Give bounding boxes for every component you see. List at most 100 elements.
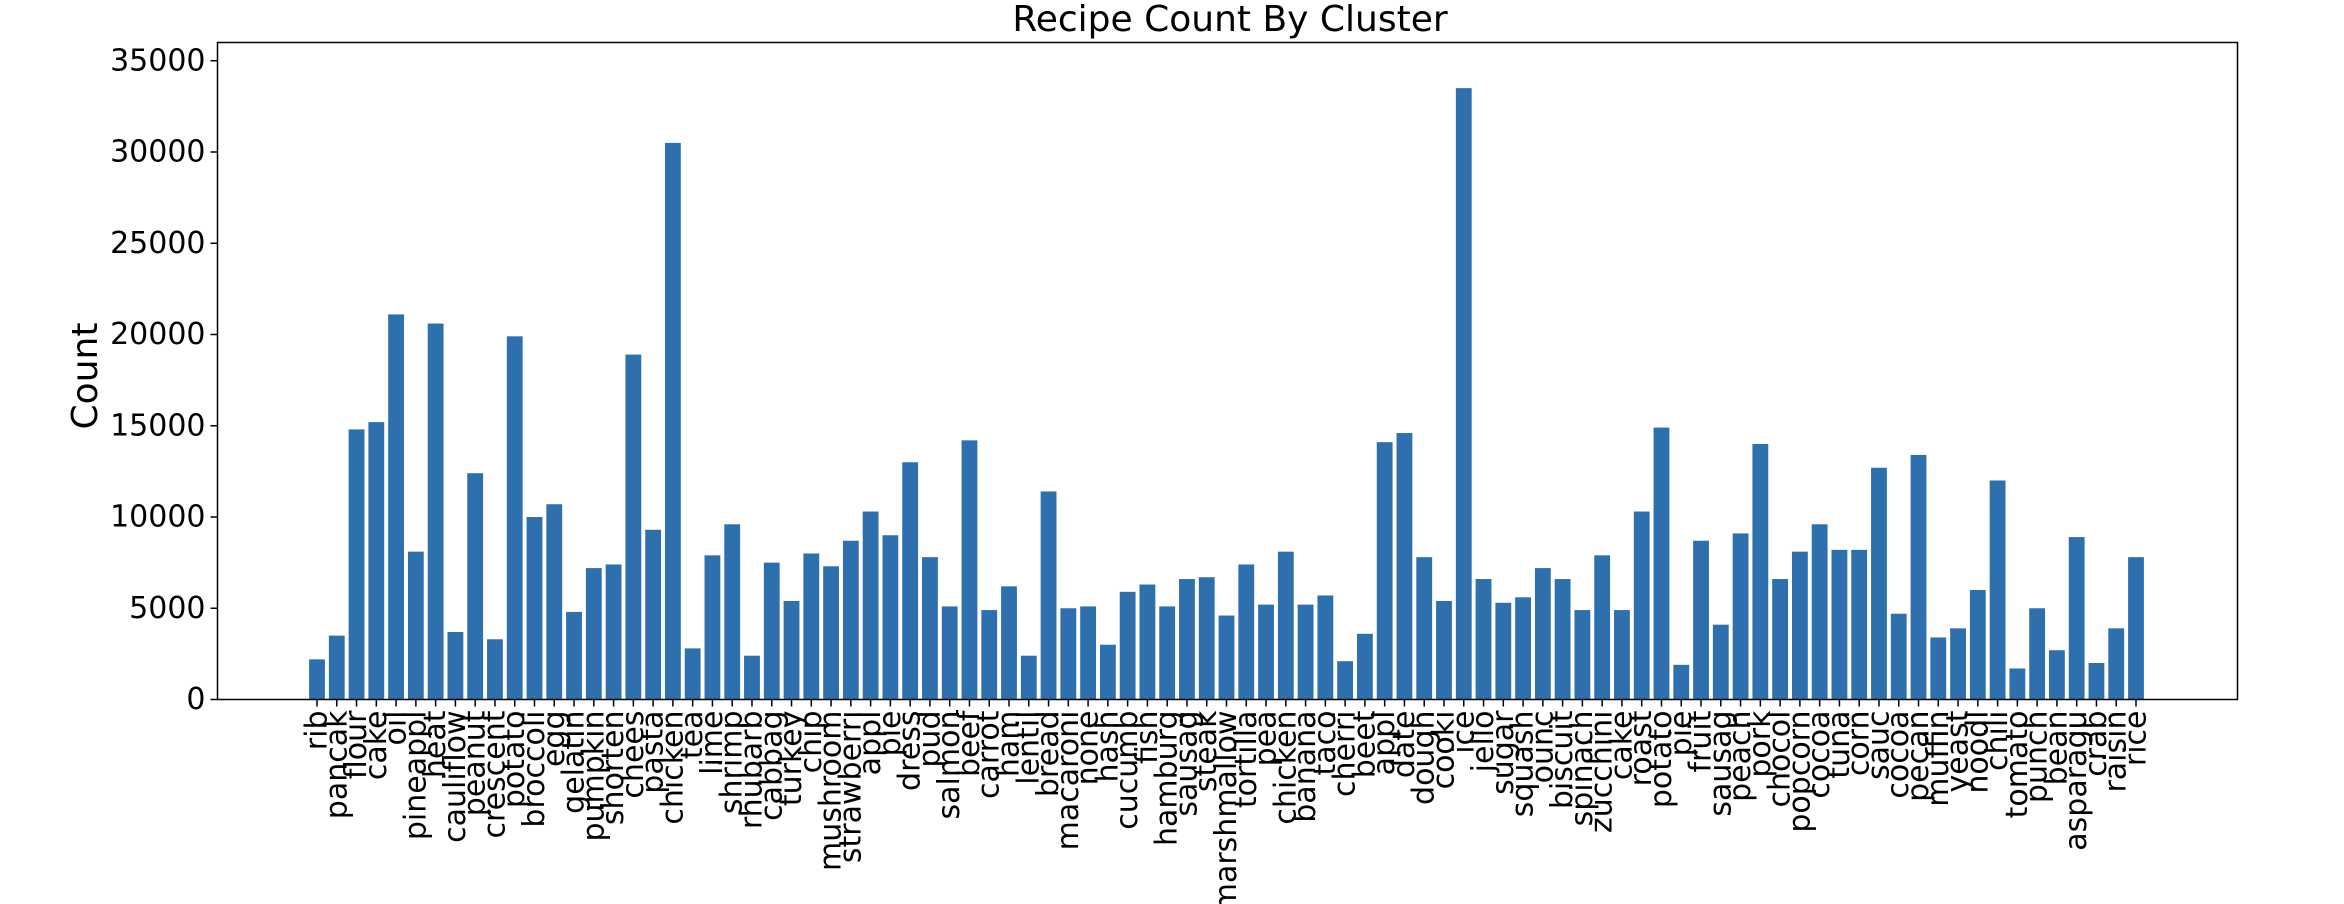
bar-7	[447, 631, 464, 700]
bar-22	[744, 655, 760, 700]
x-tick-label: potato	[1644, 711, 1679, 809]
bar-88	[2049, 650, 2065, 700]
bar-74	[1772, 579, 1789, 700]
x-tick-label: ice	[1446, 711, 1481, 754]
x-tick-label: yeast	[1941, 710, 1976, 792]
bar-4	[388, 314, 404, 700]
x-tick-label: squash	[1506, 711, 1541, 818]
bar-13	[566, 611, 582, 700]
bar-71	[1712, 624, 1729, 700]
x-tick-label: biscuit	[1545, 710, 1580, 809]
x-tick-label: strawberri	[833, 711, 868, 864]
x-tick-label: hamburg	[1150, 711, 1185, 847]
x-tick-label: lime	[695, 711, 730, 775]
x-tick-label: sausag	[1169, 711, 1204, 817]
x-tick-label: dress	[893, 711, 928, 791]
bar-33	[961, 440, 978, 700]
x-tick-label: shrimp	[715, 711, 750, 815]
bar-73	[1752, 444, 1769, 700]
x-tick-label: salmon	[932, 711, 967, 820]
bar-15	[605, 564, 622, 700]
bar-69	[1673, 664, 1690, 700]
bar-45	[1198, 577, 1215, 700]
bar-0	[309, 659, 325, 700]
x-tick-label: chicken	[655, 711, 690, 825]
x-tick-label: asparagu	[2059, 711, 2094, 851]
bar-12	[546, 504, 563, 700]
x-tick-label: cooki	[1426, 711, 1461, 790]
x-tick-label: flour	[339, 710, 374, 779]
y-tick-label: 10000	[110, 500, 205, 535]
bar-63	[1554, 579, 1571, 700]
x-tick-label: cake	[359, 711, 394, 781]
bar-16	[625, 354, 642, 700]
x-tick-label: pie	[1664, 711, 1699, 757]
bar-66	[1614, 610, 1630, 700]
bar-11	[526, 517, 543, 700]
bar-62	[1534, 568, 1551, 700]
x-tick-label: tuna	[1822, 711, 1857, 779]
bar-54	[1376, 442, 1393, 700]
bar-57	[1436, 600, 1452, 700]
x-tick-label: crescent	[477, 710, 512, 838]
bar-87	[2029, 608, 2046, 700]
bar-90	[2088, 663, 2105, 700]
chart-title: Recipe Count By Cluster	[1012, 0, 1448, 40]
bar-47	[1238, 564, 1255, 700]
bar-30	[902, 462, 919, 700]
bar-51	[1317, 595, 1334, 700]
bar-31	[922, 557, 938, 700]
bar-44	[1179, 579, 1195, 700]
bar-8	[467, 473, 484, 700]
x-tick-label: cherri	[1328, 711, 1363, 797]
x-tick-label: turkey	[774, 711, 809, 807]
bar-6	[427, 323, 444, 700]
x-tick-label: chicken	[1268, 711, 1303, 825]
x-tick-label: jello	[1466, 711, 1501, 774]
bar-52	[1337, 661, 1354, 700]
bar-75	[1791, 551, 1808, 700]
x-tick-label: sausag	[1703, 711, 1738, 817]
y-tick-label: 20000	[110, 317, 205, 352]
y-axis-ticks: 0 5000 10000 15000 20000 25000 30000 35000	[110, 43, 218, 717]
bar-25	[803, 553, 820, 700]
bar-78	[1851, 549, 1868, 700]
y-tick-label: 30000	[110, 135, 205, 170]
x-tick-label: pie	[873, 711, 908, 757]
x-tick-label: popcorn	[1782, 711, 1817, 833]
bar-82	[1930, 637, 1947, 700]
bar-86	[2009, 668, 2026, 700]
x-tick-label: chili	[1980, 711, 2015, 772]
y-tick-label: 25000	[110, 226, 205, 261]
x-tick-label: pineappl	[398, 711, 433, 841]
x-tick-label: fruit	[1684, 710, 1719, 772]
y-tick-label: 0	[186, 682, 205, 717]
x-tick-label: tea	[675, 711, 710, 760]
x-tick-label: muffin	[1921, 711, 1956, 807]
x-tick-label: peach	[1723, 711, 1758, 802]
x-tick-label: pecan	[1901, 711, 1936, 802]
bar-60	[1495, 602, 1512, 700]
x-tick-label: none	[1071, 711, 1106, 786]
x-tick-label: appl	[853, 711, 888, 776]
bar-81	[1910, 454, 1927, 700]
bar-21	[724, 524, 741, 700]
bar-70	[1693, 540, 1709, 700]
bar-64	[1574, 610, 1591, 700]
bar-38	[1060, 608, 1077, 700]
y-tick-label: 5000	[129, 591, 205, 626]
x-tick-label: peanut	[458, 710, 493, 816]
bar-91	[2108, 628, 2125, 700]
bar-53	[1356, 633, 1373, 700]
x-tick-label: chees	[616, 711, 651, 799]
x-tick-label: ham	[992, 711, 1027, 778]
bar-27	[842, 540, 859, 700]
x-tick-label: rice	[2119, 711, 2154, 767]
x-tick-label: rib	[300, 711, 335, 751]
bar-85	[1989, 480, 2006, 700]
bar-3	[368, 422, 385, 700]
x-tick-label: taco	[1308, 711, 1343, 776]
x-tick-label: cucumb	[1110, 711, 1145, 830]
y-tick-label: 35000	[110, 43, 205, 78]
bar-83	[1950, 628, 1966, 700]
